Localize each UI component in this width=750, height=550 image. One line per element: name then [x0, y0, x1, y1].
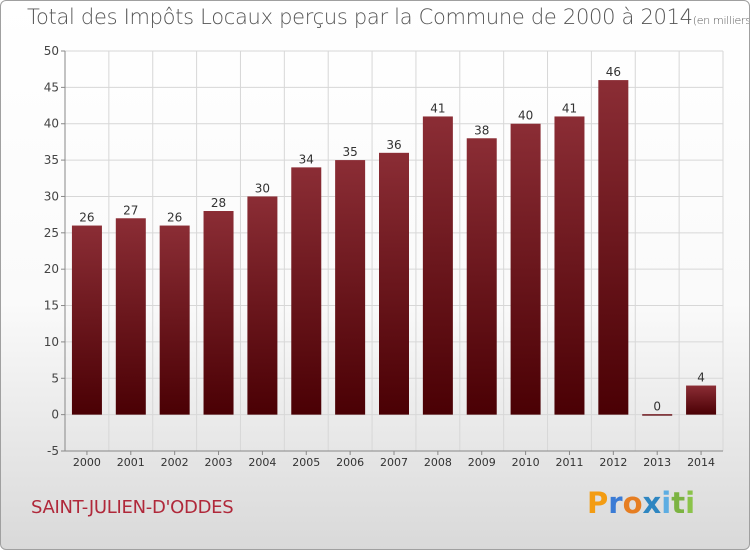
y-tick-label: 25 — [44, 226, 59, 240]
x-tick-label: 2008 — [424, 456, 452, 469]
y-tick-label: 10 — [44, 335, 59, 349]
logo-letter: o — [622, 486, 643, 520]
x-tick-label: 2000 — [73, 456, 101, 469]
logo-letter: t — [671, 486, 686, 520]
bar-value-label: 4 — [697, 371, 705, 385]
proxiti-logo: Proxiti — [587, 486, 695, 520]
x-tick-label: 2004 — [248, 456, 276, 469]
bar-value-label: 0 — [653, 400, 661, 414]
bar — [115, 218, 146, 415]
bar-value-label: 30 — [255, 181, 270, 195]
y-tick-label: 0 — [51, 408, 59, 422]
x-tick-label: 2001 — [117, 456, 145, 469]
y-tick-label: -5 — [47, 444, 59, 458]
y-tick-label: 15 — [44, 299, 59, 313]
chart-title-text: Total des Impôts Locaux perçus par la Co… — [27, 5, 693, 29]
logo-letter: x — [642, 486, 662, 520]
bar-value-label: 36 — [386, 138, 401, 152]
x-tick-label: 2006 — [336, 456, 364, 469]
bar-value-label: 38 — [474, 123, 489, 137]
bar — [466, 138, 497, 415]
x-tick-label: 2003 — [205, 456, 233, 469]
x-tick-label: 2013 — [643, 456, 671, 469]
bar — [510, 123, 541, 415]
x-tick-label: 2007 — [380, 456, 408, 469]
bar — [642, 414, 673, 416]
logo-letter: i — [685, 486, 696, 520]
x-tick-label: 2011 — [555, 456, 583, 469]
bar — [159, 225, 190, 415]
x-tick-label: 2009 — [468, 456, 496, 469]
y-tick-label: 30 — [44, 189, 59, 203]
bar-value-label: 26 — [167, 211, 182, 225]
bar — [379, 152, 409, 415]
bar — [554, 116, 585, 415]
bar-value-label: 26 — [79, 211, 94, 225]
y-tick-label: 35 — [44, 153, 59, 167]
y-tick-label: 45 — [44, 80, 59, 94]
bar — [71, 225, 102, 415]
bar-value-label: 27 — [123, 203, 138, 217]
bars — [71, 80, 717, 416]
bar-value-label: 40 — [518, 109, 533, 123]
x-tick-label: 2014 — [687, 456, 715, 469]
bar — [598, 80, 629, 415]
logo-letter: P — [587, 486, 609, 520]
x-tick-label: 2002 — [161, 456, 189, 469]
x-tick-label: 2010 — [512, 456, 540, 469]
bar — [291, 167, 322, 415]
bar-value-label: 34 — [299, 152, 314, 166]
bar-value-label: 28 — [211, 196, 226, 210]
y-tick-label: 20 — [44, 262, 59, 276]
x-tick-label: 2005 — [292, 456, 320, 469]
data-labels: 26 27 26 28 30 34 35 36 41 38 40 41 46 0 4 — [79, 65, 705, 414]
x-tick-label: 2012 — [599, 456, 627, 469]
bar-value-label: 35 — [342, 145, 357, 159]
bar-value-label: 41 — [562, 101, 577, 115]
bar — [686, 385, 717, 415]
bar — [247, 196, 278, 415]
chart-title-unit: (en milliers d'€) — [692, 14, 750, 27]
logo-letter: i — [661, 486, 672, 520]
bar — [335, 160, 366, 415]
bar-value-label: 46 — [606, 65, 621, 79]
y-tick-label: 5 — [51, 371, 59, 385]
y-tick-label: 40 — [44, 117, 59, 131]
logo-letter: r — [608, 486, 623, 520]
bar-value-label: 41 — [430, 101, 445, 115]
chart-title: Total des Impôts Locaux perçus par la Co… — [27, 5, 750, 29]
commune-name: SAINT-JULIEN-D'ODDES — [31, 497, 234, 518]
bar — [203, 211, 234, 415]
y-tick-label: 50 — [44, 44, 59, 58]
bar — [422, 116, 453, 415]
